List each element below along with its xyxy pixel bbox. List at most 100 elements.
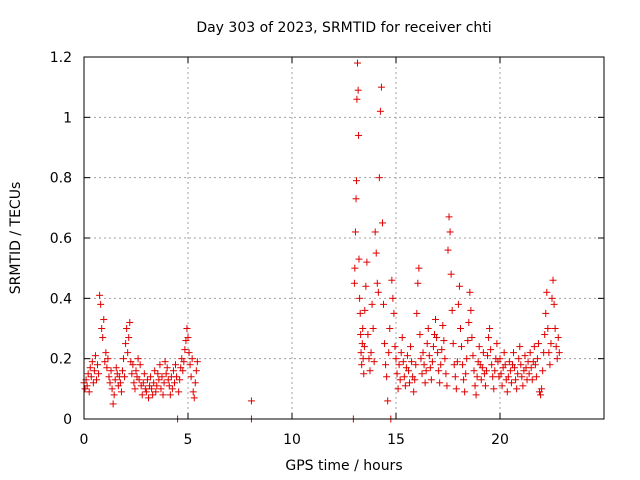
data-point — [99, 334, 107, 342]
data-point — [519, 382, 527, 390]
data-point — [528, 376, 536, 384]
data-point — [148, 385, 156, 393]
data-point — [435, 367, 443, 375]
data-point — [407, 343, 415, 351]
data-point — [450, 361, 458, 369]
data-point — [124, 349, 132, 357]
x-tick-label: 15 — [387, 432, 405, 448]
data-point — [414, 279, 422, 287]
data-point — [503, 388, 511, 396]
data-point — [510, 349, 518, 357]
data-point — [490, 385, 498, 393]
data-point — [95, 370, 103, 378]
data-point — [183, 325, 191, 332]
data-point — [359, 325, 367, 332]
data-point — [434, 349, 442, 357]
data-point — [374, 288, 382, 296]
data-point — [373, 279, 381, 287]
data-point — [122, 340, 130, 348]
data-point — [106, 379, 114, 387]
x-tick-label: 20 — [491, 432, 509, 448]
data-point — [449, 340, 457, 348]
data-point — [351, 228, 359, 236]
data-point — [433, 334, 441, 342]
data-point — [355, 255, 363, 263]
data-point — [427, 376, 435, 384]
data-point — [190, 394, 198, 402]
data-point — [352, 195, 360, 203]
data-point — [352, 177, 360, 185]
data-point — [542, 309, 550, 317]
data-point — [366, 367, 374, 375]
data-point — [426, 364, 434, 372]
data-point — [91, 352, 99, 360]
data-point — [549, 276, 557, 284]
data-point — [360, 343, 368, 351]
y-tick-label: 0.6 — [50, 231, 72, 247]
data-point — [383, 373, 391, 381]
data-point — [187, 373, 195, 381]
data-point — [156, 361, 164, 369]
y-tick-label: 0 — [63, 412, 72, 428]
data-point — [363, 258, 371, 266]
data-point — [144, 394, 152, 402]
data-point — [101, 358, 109, 366]
data-point — [400, 373, 408, 381]
data-point — [420, 361, 428, 369]
data-point — [357, 349, 365, 357]
data-point — [444, 246, 452, 254]
data-point — [477, 376, 485, 384]
data-point — [369, 325, 377, 332]
data-point — [473, 373, 481, 381]
data-point — [386, 325, 394, 332]
data-point — [372, 249, 380, 257]
data-point — [107, 367, 115, 375]
data-point — [453, 358, 461, 366]
chart-title: Day 303 of 2023, SRMTID for receiver cht… — [196, 20, 491, 36]
data-point — [126, 318, 134, 326]
data-point — [429, 343, 437, 351]
data-point — [172, 361, 180, 369]
data-point — [105, 373, 113, 381]
data-point — [117, 388, 125, 396]
data-point — [410, 388, 418, 396]
data-point — [530, 343, 538, 351]
data-point — [436, 379, 444, 387]
data-point — [120, 355, 128, 363]
data-point — [381, 340, 389, 348]
data-point — [437, 361, 445, 369]
data-point — [396, 376, 404, 384]
data-point — [179, 367, 187, 375]
data-point — [416, 331, 424, 339]
data-point — [511, 364, 519, 372]
data-point — [191, 379, 199, 387]
data-point — [353, 95, 361, 103]
x-tick-label: 0 — [80, 432, 89, 448]
data-point — [356, 309, 364, 317]
data-point — [161, 358, 169, 366]
data-point — [83, 382, 91, 390]
data-point — [471, 382, 479, 390]
data-point — [547, 340, 555, 348]
data-point — [486, 325, 494, 332]
data-point — [514, 370, 522, 378]
data-point — [188, 355, 196, 363]
data-point — [90, 367, 98, 375]
data-point — [98, 325, 106, 332]
data-point — [498, 382, 506, 390]
data-point — [418, 370, 426, 378]
data-point — [184, 334, 192, 342]
data-point — [521, 352, 529, 360]
data-point — [351, 264, 359, 272]
y-tick-label: 1.2 — [50, 50, 72, 66]
data-point — [89, 379, 97, 387]
y-tick-label: 0.4 — [50, 291, 72, 307]
data-point — [463, 355, 471, 363]
data-point — [164, 376, 172, 384]
data-point — [153, 382, 161, 390]
data-point — [475, 343, 483, 351]
data-point — [491, 367, 499, 375]
data-point — [452, 385, 460, 393]
data-point — [123, 325, 131, 332]
